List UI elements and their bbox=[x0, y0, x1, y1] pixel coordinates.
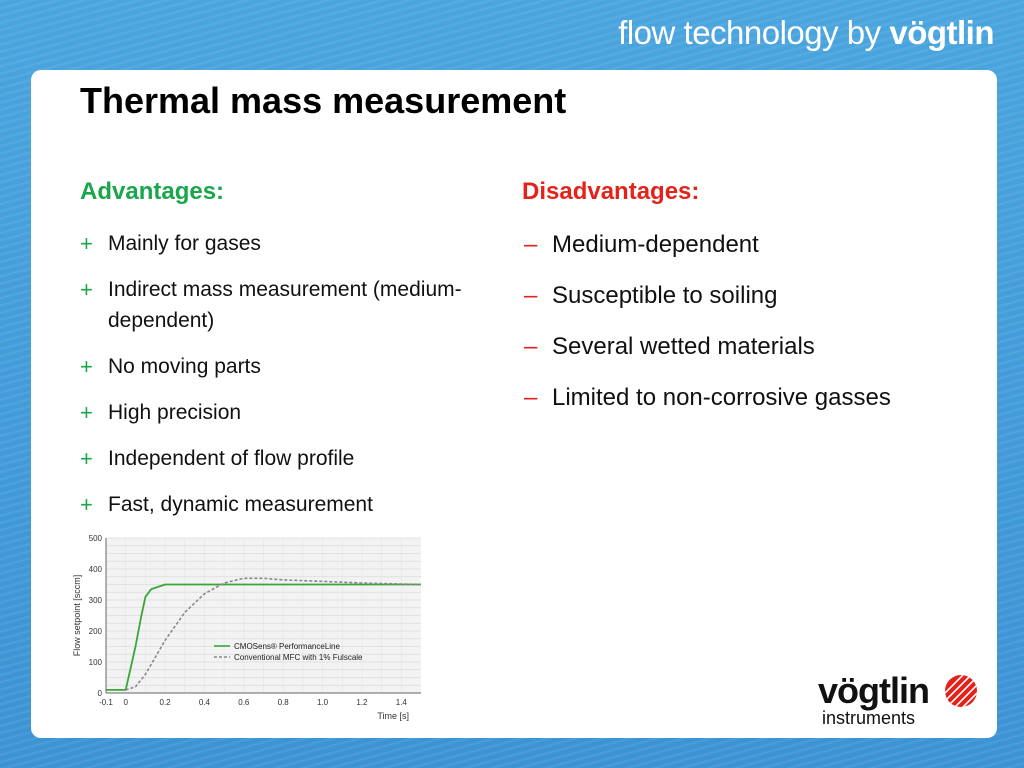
x-tick-label: 0.8 bbox=[278, 698, 290, 707]
legend-label: CMOSens® PerformanceLine bbox=[234, 642, 340, 651]
plus-icon: + bbox=[80, 492, 93, 517]
list-item-text: Medium-dependent bbox=[552, 231, 759, 258]
list-item-text: Several wetted materials bbox=[552, 333, 815, 360]
disadvantages-heading: Disadvantages: bbox=[522, 178, 700, 205]
legend-label: Conventional MFC with 1% Fulscale bbox=[234, 653, 363, 662]
y-axis-label: Flow setpoint [sccm] bbox=[72, 575, 82, 657]
minus-icon: – bbox=[524, 333, 538, 360]
plus-icon: + bbox=[80, 400, 93, 425]
header-tagline: flow technology by vögtlin bbox=[618, 14, 994, 52]
vogtlin-instruments-logo: vögtlin instruments bbox=[818, 670, 986, 730]
x-axis-label: Time [s] bbox=[377, 711, 409, 721]
list-item-text: No moving parts bbox=[108, 355, 261, 378]
x-tick-label: 1.4 bbox=[396, 698, 408, 707]
plus-icon: + bbox=[80, 446, 93, 471]
list-item: + Independent of flow profile bbox=[80, 443, 500, 474]
y-tick-label: 300 bbox=[89, 596, 103, 605]
x-tick-label: 0.2 bbox=[160, 698, 172, 707]
tagline-brand: vögtlin bbox=[889, 14, 994, 51]
list-item-text: Susceptible to soiling bbox=[552, 282, 778, 309]
x-tick-label: 1.2 bbox=[356, 698, 368, 707]
list-item-text: Fast, dynamic measurement bbox=[108, 493, 373, 516]
x-tick-label: 1.0 bbox=[317, 698, 329, 707]
list-item: – Susceptible to soiling bbox=[522, 280, 982, 312]
minus-icon: – bbox=[524, 282, 538, 309]
list-item-text: High precision bbox=[108, 401, 242, 424]
y-tick-label: 200 bbox=[89, 627, 103, 636]
list-item-text: Limited to non-corrosive gasses bbox=[552, 384, 891, 411]
x-tick-label: 0.4 bbox=[199, 698, 211, 707]
series-line-conventional bbox=[125, 577, 422, 691]
disadvantages-list: – Medium-dependent – Susceptible to soilin… bbox=[522, 229, 982, 433]
logo-ball-icon bbox=[945, 675, 977, 707]
series-line-cmosens bbox=[106, 583, 421, 691]
y-tick-label: 400 bbox=[89, 565, 103, 574]
plus-icon: + bbox=[80, 277, 93, 302]
slide-title: Thermal mass measurement bbox=[80, 80, 567, 121]
plus-icon: + bbox=[80, 231, 93, 256]
logo-subtitle: instruments bbox=[822, 708, 916, 728]
y-tick-label: 100 bbox=[89, 658, 103, 667]
logo-wordmark: vögtlin bbox=[818, 670, 930, 711]
list-item: + No moving parts bbox=[80, 351, 500, 382]
list-item: – Limited to non-corrosive gasses bbox=[522, 382, 982, 414]
list-item-text: Independent of flow profile bbox=[108, 447, 355, 470]
x-tick-label: 0.6 bbox=[238, 698, 250, 707]
list-item: + Mainly for gases bbox=[80, 228, 500, 259]
list-item-text: Indirect mass measurement (medium-depend… bbox=[108, 278, 462, 332]
list-item-text: Mainly for gases bbox=[108, 232, 261, 255]
flow-response-chart: 0 100 200 300 400 500 -0.1 0 0.2 0.4 0.6 0.8 1.0 1.2 1… bbox=[66, 530, 426, 730]
minus-icon: – bbox=[524, 231, 538, 258]
list-item: + High precision bbox=[80, 397, 500, 428]
advantages-list: + Mainly for gases + Indirect mass measure… bbox=[80, 228, 500, 535]
x-tick-label: -0.1 bbox=[99, 698, 113, 707]
tagline-prefix: flow technology by bbox=[618, 14, 881, 51]
plus-icon: + bbox=[80, 354, 93, 379]
list-item: – Several wetted materials bbox=[522, 331, 982, 363]
y-tick-label: 500 bbox=[89, 534, 103, 543]
list-item: – Medium-dependent bbox=[522, 229, 982, 261]
x-tick-label: 0 bbox=[123, 698, 128, 707]
advantages-heading: Advantages: bbox=[80, 178, 225, 205]
list-item: + Fast, dynamic measurement bbox=[80, 489, 500, 520]
list-item: + Indirect mass measurement (medium-depen… bbox=[80, 274, 500, 336]
minus-icon: – bbox=[524, 384, 538, 411]
y-tick-label: 0 bbox=[98, 689, 103, 698]
